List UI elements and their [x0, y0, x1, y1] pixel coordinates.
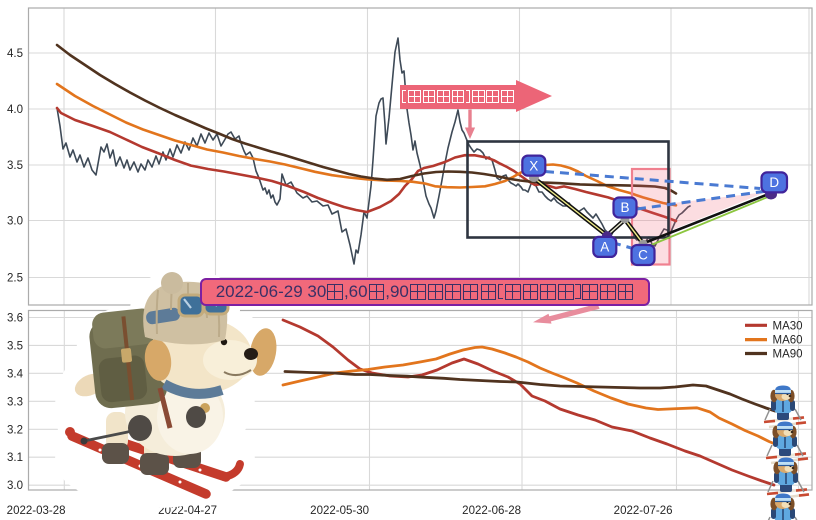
svg-text:3.3: 3.3	[7, 396, 23, 408]
svg-text:2.5: 2.5	[7, 273, 23, 285]
svg-text:2022-03-28: 2022-03-28	[7, 505, 66, 517]
svg-text:2022-05-30: 2022-05-30	[310, 505, 369, 517]
svg-text:B: B	[620, 200, 629, 215]
svg-text:3.5: 3.5	[7, 340, 23, 352]
svg-text:A: A	[600, 240, 609, 255]
svg-text:3.5: 3.5	[7, 160, 23, 172]
svg-text:C: C	[638, 248, 648, 263]
svg-text:3.0: 3.0	[7, 216, 23, 228]
svg-text:3.2: 3.2	[7, 424, 23, 436]
svg-text:3.6: 3.6	[7, 313, 23, 325]
svg-text:2022-07-26: 2022-07-26	[614, 505, 673, 517]
svg-text:4.5: 4.5	[7, 48, 23, 60]
svg-text:MA60: MA60	[773, 335, 803, 347]
svg-text:2022-04-27: 2022-04-27	[158, 505, 217, 517]
svg-text:MA30: MA30	[773, 320, 803, 332]
svg-text:2022-06-28: 2022-06-28	[462, 505, 521, 517]
svg-text:X: X	[529, 158, 538, 173]
svg-text:3.0: 3.0	[7, 480, 23, 492]
svg-text:D: D	[769, 175, 779, 190]
svg-text:MA90: MA90	[773, 349, 803, 361]
svg-text:3.4: 3.4	[7, 368, 24, 380]
svg-text:4.0: 4.0	[7, 104, 23, 116]
svg-text:3.1: 3.1	[7, 452, 23, 464]
